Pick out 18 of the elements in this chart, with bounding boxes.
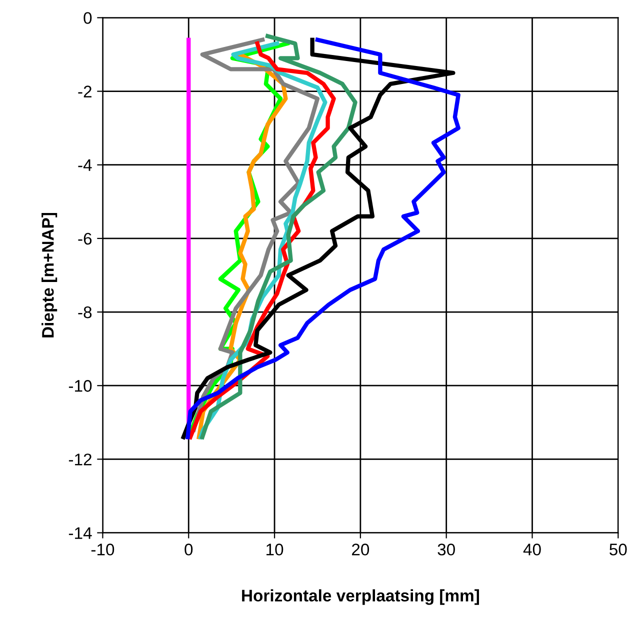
x-tick-label: 40 xyxy=(523,544,541,556)
y-tick-label: -8 xyxy=(78,306,92,318)
y-tick-label: -12 xyxy=(68,454,92,466)
y-tick-label: -4 xyxy=(78,159,92,171)
x-tick-label: 10 xyxy=(266,544,284,556)
x-axis-title: Horizontale verplaatsing [mm] xyxy=(242,589,479,605)
x-tick-label: 20 xyxy=(352,544,370,556)
x-tick-label: -10 xyxy=(91,544,114,556)
y-tick-label: -10 xyxy=(68,380,92,392)
y-axis-title: Diepte [m+NAP] xyxy=(42,212,58,338)
line-series xyxy=(200,34,358,440)
y-tick-label: -14 xyxy=(68,527,92,539)
x-tick-label: 0 xyxy=(184,544,193,556)
y-tick-label: -2 xyxy=(78,86,92,98)
y-tick-label: -6 xyxy=(78,232,92,245)
x-tick-label: 50 xyxy=(610,544,627,556)
x-tick-label: 30 xyxy=(438,544,455,556)
y-tick-label: 0 xyxy=(84,12,92,24)
